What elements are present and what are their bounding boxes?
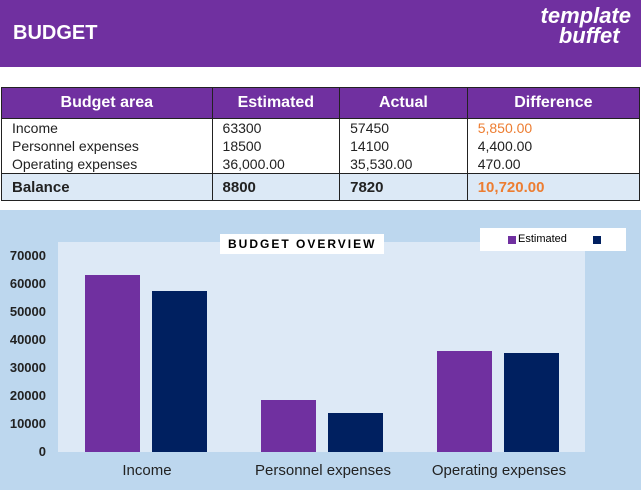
table-cell: 14100 xyxy=(339,137,468,155)
col-header: Difference xyxy=(466,87,641,119)
x-tick-label: Income xyxy=(122,462,172,479)
legend: Estimated xyxy=(480,228,626,251)
legend-label: Estimated xyxy=(518,233,567,245)
balance-cell: Balance xyxy=(1,173,213,201)
y-tick-label: 70000 xyxy=(9,248,46,263)
y-tick-label: 40000 xyxy=(9,332,46,347)
table-cell: 63300 xyxy=(211,118,341,137)
y-tick-label: 50000 xyxy=(9,304,46,319)
table-cell: 57450 xyxy=(339,118,468,137)
x-tick-label: Operating expenses xyxy=(431,462,567,479)
table-cell: Income xyxy=(1,118,213,137)
table-cell: 470.00 xyxy=(466,155,641,174)
y-tick-label: 10000 xyxy=(9,416,46,431)
table-cell: 18500 xyxy=(211,137,341,155)
legend-swatch-actual xyxy=(593,236,601,244)
y-tick-label: 30000 xyxy=(9,360,46,375)
y-tick-label: 60000 xyxy=(9,276,46,291)
table-row: Personnel expenses 18500 14100 4,400.00 xyxy=(1,137,641,155)
table-row: Operating expenses 36,000.00 35,530.00 470.… xyxy=(1,155,641,174)
table-cell: Operating expenses xyxy=(1,155,213,174)
bar xyxy=(85,274,140,452)
page-title: BUDGET xyxy=(13,22,98,44)
y-tick-label: 20000 xyxy=(9,388,46,403)
plot-area xyxy=(58,242,585,452)
balance-cell: 7820 xyxy=(339,173,468,201)
table-cell: Personnel expenses xyxy=(1,137,213,155)
chart-title: BUDGET OVERVIEW xyxy=(220,234,385,254)
table-cell: 5,850.00 xyxy=(466,118,641,137)
table-cell: 4,400.00 xyxy=(466,137,641,155)
col-header: Estimated xyxy=(211,87,341,119)
budget-table: Budget area Estimated Actual Difference … xyxy=(1,87,641,201)
bar xyxy=(437,351,492,452)
y-tick-label: 0 xyxy=(38,444,46,459)
table-row: Income 63300 57450 5,850.00 xyxy=(1,118,641,137)
budget-chart: BUDGET OVERVIEW Estimated 0 10000 20000 300… xyxy=(0,210,641,490)
header: BUDGET template buffet xyxy=(0,0,641,67)
logo: template buffet xyxy=(540,3,631,48)
table-cell: 35,530.00 xyxy=(339,155,468,174)
balance-cell: 8800 xyxy=(211,173,341,201)
legend-swatch-estimated xyxy=(508,236,516,244)
bar xyxy=(152,291,207,452)
bar xyxy=(328,412,383,452)
balance-row: Balance 8800 7820 10,720.00 xyxy=(1,173,641,201)
table-cell: 36,000.00 xyxy=(211,155,341,174)
col-header: Actual xyxy=(339,87,468,119)
col-header: Budget area xyxy=(1,87,213,119)
balance-cell: 10,720.00 xyxy=(466,173,641,201)
bar xyxy=(261,400,316,452)
x-tick-label: Personnel expenses xyxy=(255,462,391,479)
bar xyxy=(504,352,559,452)
